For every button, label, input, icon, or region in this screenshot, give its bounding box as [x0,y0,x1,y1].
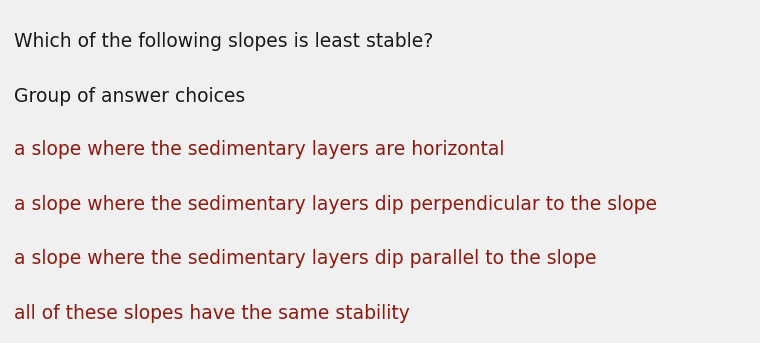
Text: a slope where the sedimentary layers dip perpendicular to the slope: a slope where the sedimentary layers dip… [14,194,657,214]
Text: Which of the following slopes is least stable?: Which of the following slopes is least s… [14,32,433,51]
Text: all of these slopes have the same stability: all of these slopes have the same stabil… [14,304,410,323]
Text: a slope where the sedimentary layers dip parallel to the slope: a slope where the sedimentary layers dip… [14,249,596,269]
Text: a slope where the sedimentary layers are horizontal: a slope where the sedimentary layers are… [14,140,504,159]
Text: Group of answer choices: Group of answer choices [14,86,245,106]
